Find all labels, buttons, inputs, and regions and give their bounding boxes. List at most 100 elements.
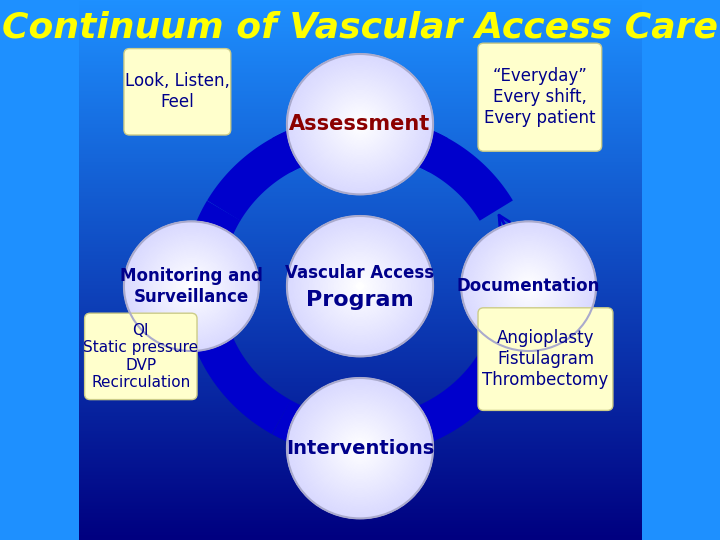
Circle shape [302,68,418,180]
Circle shape [506,265,551,308]
Circle shape [356,444,364,453]
Circle shape [304,394,416,502]
Circle shape [127,225,256,348]
Circle shape [351,115,369,133]
Circle shape [310,76,410,173]
Circle shape [345,110,375,139]
Circle shape [326,416,394,481]
Circle shape [320,85,400,163]
Circle shape [510,268,547,305]
Circle shape [505,264,552,309]
Text: Interventions: Interventions [286,438,434,458]
Circle shape [145,242,238,330]
Circle shape [484,244,573,329]
Circle shape [149,245,234,327]
Circle shape [320,247,400,325]
Circle shape [130,227,253,345]
Circle shape [126,224,257,349]
Circle shape [349,275,371,297]
Circle shape [287,378,433,518]
Circle shape [356,444,364,451]
Circle shape [351,116,369,133]
Circle shape [343,431,377,465]
Circle shape [310,239,410,334]
Circle shape [337,264,383,309]
Circle shape [338,265,382,307]
Circle shape [320,409,400,487]
Circle shape [351,277,369,295]
Circle shape [307,235,413,337]
Circle shape [325,415,395,481]
Circle shape [321,411,399,485]
Circle shape [315,242,405,330]
Circle shape [347,112,373,137]
Circle shape [352,117,368,132]
Circle shape [332,422,388,475]
Circle shape [325,91,395,158]
Circle shape [354,442,366,455]
Circle shape [332,98,388,151]
Circle shape [314,242,406,330]
Circle shape [516,274,541,299]
Circle shape [311,77,409,171]
Circle shape [295,62,425,187]
Circle shape [462,222,595,350]
Circle shape [523,280,535,292]
Circle shape [503,261,555,312]
Circle shape [326,254,394,319]
Circle shape [312,78,408,170]
Circle shape [301,68,419,181]
Circle shape [305,71,415,178]
Circle shape [134,231,248,341]
Circle shape [520,278,537,295]
Circle shape [323,413,397,483]
Circle shape [187,282,195,290]
Circle shape [182,277,201,295]
Circle shape [330,420,390,476]
Circle shape [288,379,432,518]
Circle shape [332,260,388,313]
Circle shape [335,100,385,148]
Circle shape [137,234,246,339]
Circle shape [305,395,415,501]
Circle shape [325,91,395,157]
Circle shape [354,281,366,292]
Circle shape [154,251,228,322]
Circle shape [508,266,549,306]
Circle shape [183,278,200,295]
Circle shape [348,436,372,460]
Circle shape [321,87,399,161]
Circle shape [155,251,228,321]
Circle shape [318,408,402,488]
Circle shape [297,225,423,347]
Circle shape [507,266,550,307]
Circle shape [358,284,362,288]
Circle shape [315,244,405,329]
Circle shape [470,230,588,342]
Circle shape [314,404,406,492]
Circle shape [473,233,584,339]
Circle shape [188,283,195,289]
Circle shape [523,281,534,292]
Circle shape [142,239,240,334]
Circle shape [297,387,423,509]
Circle shape [316,406,404,490]
Circle shape [299,389,421,507]
Circle shape [350,114,370,134]
Circle shape [464,224,593,348]
Circle shape [331,97,389,152]
Circle shape [314,80,406,168]
Circle shape [153,250,229,322]
Circle shape [303,232,417,341]
Circle shape [318,84,402,164]
Circle shape [466,226,591,347]
Circle shape [351,439,369,457]
Circle shape [163,259,220,313]
Circle shape [339,428,381,469]
Circle shape [491,250,567,322]
Circle shape [174,269,209,303]
Circle shape [338,103,382,145]
Circle shape [184,279,199,294]
Circle shape [140,237,243,336]
Circle shape [288,55,432,194]
